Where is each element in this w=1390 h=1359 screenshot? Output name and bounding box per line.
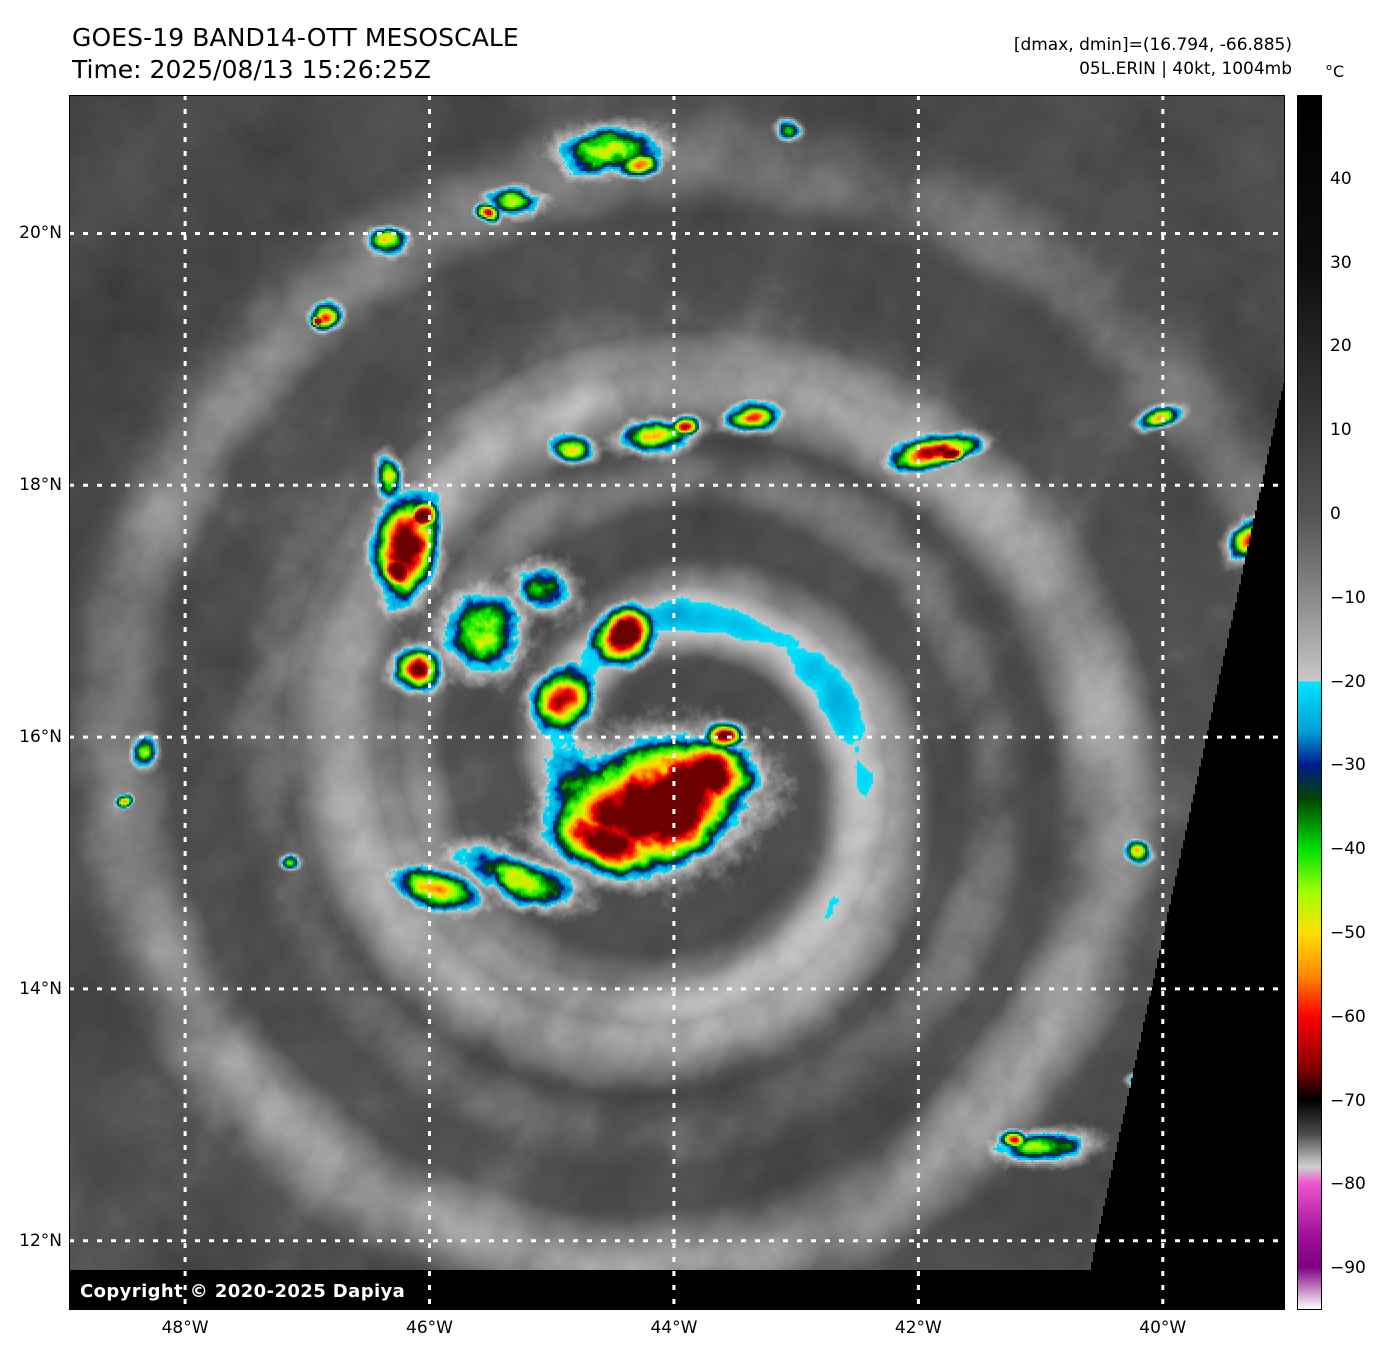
colorbar-tick-label: 30	[1330, 252, 1352, 273]
infrared-brightness-temperature-raster	[69, 95, 1285, 1310]
copyright-label: Copyright © 2020-2025 Dapiya	[80, 1281, 406, 1302]
temperature-colorbar	[1297, 95, 1322, 1310]
colorbar-gradient	[1298, 96, 1321, 1309]
colorbar-tick-label: −50	[1330, 922, 1366, 943]
page-title: GOES-19 BAND14-OTT MESOSCALE	[72, 23, 519, 52]
colorbar-tick-label: −30	[1330, 755, 1366, 776]
colorbar-tick-label: −10	[1330, 587, 1366, 608]
latitude-tick-label: 16°N	[19, 727, 62, 748]
satellite-image-plot	[69, 95, 1285, 1310]
storm-info-label: 05L.ERIN | 40kt, 1004mb	[1079, 59, 1292, 79]
latitude-tick-label: 20°N	[19, 223, 62, 244]
timestamp-label: Time: 2025/08/13 15:26:25Z	[72, 55, 431, 84]
longitude-tick-label: 40°W	[1139, 1318, 1187, 1338]
colorbar-tick-label: −20	[1330, 671, 1366, 692]
dmax-dmin-label: [dmax, dmin]=(16.794, -66.885)	[1013, 35, 1292, 55]
colorbar-tick-label: 40	[1330, 168, 1352, 189]
colorbar-tick-label: −80	[1330, 1174, 1366, 1195]
colorbar-tick-label: −90	[1330, 1258, 1366, 1279]
colorbar-tick-label: 10	[1330, 420, 1352, 441]
latitude-tick-label: 14°N	[19, 978, 62, 999]
longitude-tick-label: 42°W	[894, 1318, 942, 1338]
latitude-tick-label: 12°N	[19, 1230, 62, 1251]
longitude-tick-label: 48°W	[161, 1318, 209, 1338]
longitude-tick-label: 46°W	[406, 1318, 453, 1338]
longitude-tick-label: 44°W	[650, 1318, 698, 1338]
colorbar-tick-label: 0	[1330, 503, 1341, 524]
colorbar-unit-label: °C	[1325, 62, 1345, 81]
colorbar-tick-label: −40	[1330, 839, 1366, 860]
colorbar-tick-label: −70	[1330, 1090, 1366, 1111]
colorbar-tick-label: 20	[1330, 336, 1352, 357]
colorbar-tick-label: −60	[1330, 1006, 1366, 1027]
latitude-tick-label: 18°N	[19, 475, 62, 496]
